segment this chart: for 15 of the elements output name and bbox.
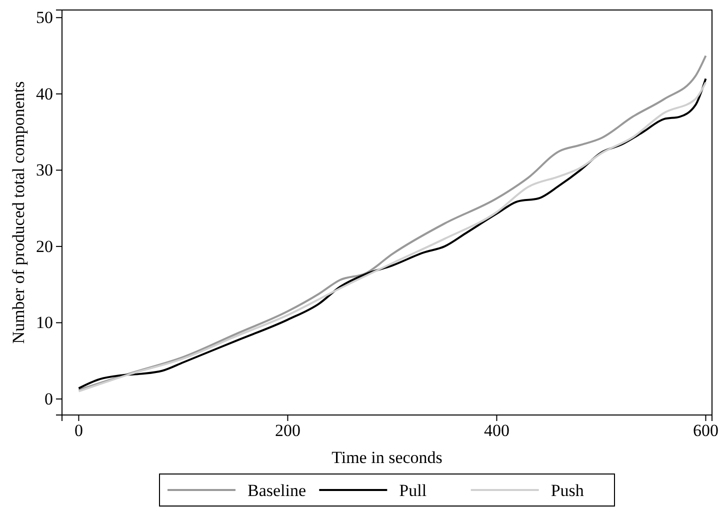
x-axis-title: Time in seconds bbox=[332, 448, 442, 467]
y-tick-label: 0 bbox=[44, 389, 53, 408]
legend-label: Baseline bbox=[248, 481, 306, 500]
legend-label: Push bbox=[550, 481, 584, 500]
y-tick-label: 20 bbox=[36, 236, 53, 256]
y-tick-label: 40 bbox=[36, 84, 53, 104]
y-tick-label: 50 bbox=[36, 8, 53, 28]
legend-label: Pull bbox=[399, 481, 427, 500]
x-tick-label: 400 bbox=[484, 421, 510, 440]
x-tick-label: 600 bbox=[692, 421, 718, 440]
y-axis-title: Number of produced total components bbox=[9, 81, 28, 344]
y-tick-label: 10 bbox=[36, 313, 53, 332]
x-tick-label: 0 bbox=[74, 421, 83, 440]
x-tick-label: 200 bbox=[274, 421, 300, 440]
y-tick-label: 30 bbox=[36, 160, 53, 180]
